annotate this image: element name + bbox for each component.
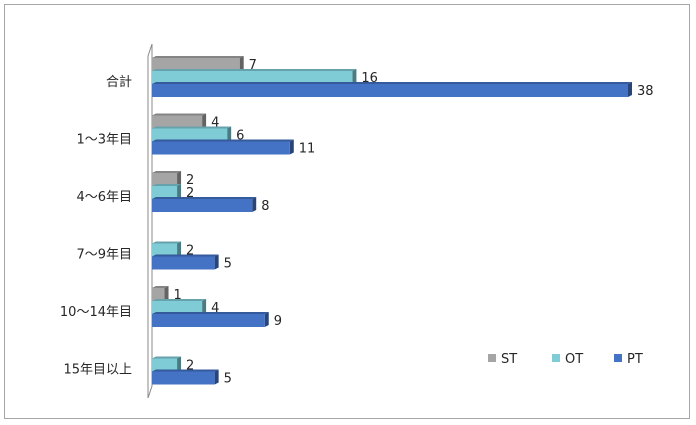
bar-side	[164, 286, 169, 301]
category-label: 1〜3年目	[76, 133, 132, 148]
axis-wall	[147, 43, 153, 399]
bar-side	[252, 197, 257, 212]
bar	[152, 358, 178, 372]
bar	[152, 288, 165, 301]
legend-label: OT	[565, 352, 583, 367]
bar-side	[177, 184, 182, 199]
bar-side	[214, 254, 219, 270]
bar-top	[152, 56, 244, 58]
bar-top	[152, 369, 219, 372]
bar-side	[177, 171, 182, 186]
bars-group	[152, 56, 632, 385]
bar-top	[152, 126, 232, 129]
bar-top	[152, 184, 182, 186]
bar-side	[214, 369, 219, 385]
legend-swatch	[552, 354, 560, 362]
bar-side	[227, 126, 232, 142]
data-label: 11	[299, 142, 316, 157]
data-label: 16	[361, 71, 378, 86]
bar	[152, 371, 215, 385]
data-label: 9	[274, 314, 282, 329]
bar-top	[152, 197, 257, 199]
bar-side	[202, 299, 207, 314]
bar	[152, 141, 290, 155]
bar	[152, 186, 178, 199]
bar	[152, 128, 228, 142]
bar-side	[352, 69, 357, 84]
bar-side	[239, 56, 244, 71]
category-label: 10〜14年目	[60, 305, 132, 320]
bar	[152, 71, 353, 84]
bar-top	[152, 113, 207, 116]
category-label: 7〜9年目	[76, 248, 132, 263]
bar-top	[152, 356, 182, 359]
bar-top	[152, 312, 269, 314]
category-labels-group: 合計 1〜3年目 4〜6年目 7〜9年目 10〜14年目 15年目以上	[60, 74, 132, 378]
bar-top	[152, 69, 357, 71]
bar	[152, 243, 178, 257]
data-label: 4	[211, 301, 219, 316]
bar	[152, 256, 215, 270]
bar-side	[264, 312, 269, 327]
legend-swatch	[614, 354, 622, 362]
data-label: 6	[236, 129, 244, 144]
bar	[152, 199, 253, 212]
bar-top	[152, 241, 182, 244]
data-label: 38	[637, 84, 654, 99]
bar-top	[152, 286, 169, 288]
category-label: 合計	[106, 74, 132, 90]
category-label: 4〜6年目	[76, 190, 132, 205]
data-label: 1	[174, 288, 182, 303]
bar	[152, 314, 265, 327]
bar-side	[289, 139, 294, 155]
bar-top	[152, 139, 294, 142]
data-label: 7	[249, 58, 257, 73]
bar-top	[152, 171, 182, 173]
data-label: 4	[211, 116, 219, 131]
bar-side	[177, 356, 182, 372]
bar	[152, 115, 203, 129]
bar	[152, 301, 203, 314]
data-label: 5	[224, 257, 232, 272]
data-label: 2	[186, 359, 194, 374]
bar	[152, 173, 178, 186]
bar-top	[152, 82, 632, 84]
bar-side	[628, 82, 632, 97]
data-label: 5	[224, 372, 232, 387]
legend: ST OT PT	[488, 352, 643, 367]
bar-top	[152, 299, 207, 301]
category-label: 15年目以上	[63, 363, 132, 378]
legend-label: ST	[501, 352, 517, 367]
data-label: 8	[261, 199, 269, 214]
data-label: 2	[186, 186, 194, 201]
bar	[152, 58, 240, 71]
chart-wall	[147, 43, 153, 399]
bar	[152, 84, 628, 97]
bar-side	[202, 113, 207, 129]
bar-side	[177, 241, 182, 257]
legend-label: PT	[627, 352, 643, 367]
data-label: 2	[186, 173, 194, 188]
bar-top	[152, 254, 219, 257]
legend-swatch	[488, 354, 496, 362]
data-label: 2	[186, 244, 194, 259]
